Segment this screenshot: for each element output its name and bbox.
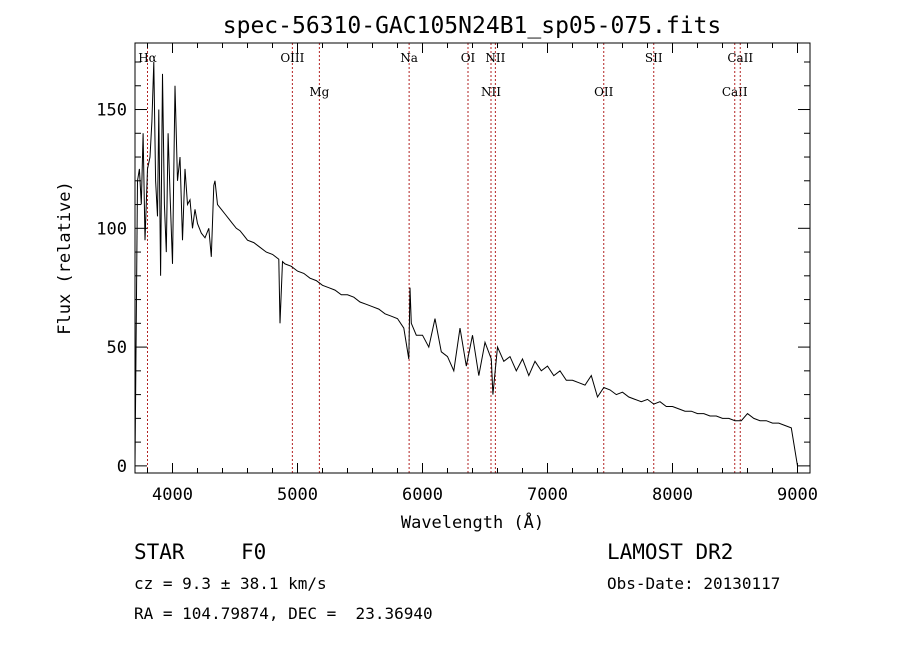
object-subclass: F0	[241, 540, 267, 564]
line-marker-label: OIII	[280, 51, 304, 65]
x-tick-label: 8000	[652, 485, 693, 505]
x-tick-label: 9000	[777, 485, 818, 505]
line-marker-label: Na	[400, 51, 418, 65]
survey-name: LAMOST DR2	[607, 540, 734, 564]
object-class: STAR	[134, 540, 185, 564]
emission-line-markers: Hα OIII Mg Na OI NII NII OII SII CaII CaII	[138, 43, 753, 473]
x-axis-label: Wavelength (Å)	[401, 511, 544, 533]
y-axis-label: Flux (relative)	[55, 181, 75, 335]
y-axis: 0 50 100 150	[96, 61, 810, 477]
line-marker-label: OI	[461, 51, 476, 65]
line-marker-label: NII	[481, 85, 501, 99]
spectrum-line	[134, 61, 798, 466]
line-marker-label: OII	[594, 85, 614, 99]
x-axis: 4000 5000 6000 7000 8000 9000	[147, 43, 818, 505]
x-tick-label: 5000	[277, 485, 318, 505]
plot-frame	[134, 42, 811, 474]
x-tick-label: 6000	[402, 485, 443, 505]
coordinates: RA = 104.79874, DEC = 23.36940	[134, 604, 433, 623]
line-marker-label: Hα	[138, 51, 157, 65]
chart-title: spec-56310-GAC105N24B1_sp05-075.fits	[223, 13, 722, 39]
y-tick-label: 50	[107, 338, 127, 358]
line-marker-label: Mg	[309, 85, 329, 99]
observation-date: Obs-Date: 20130117	[607, 574, 781, 593]
y-tick-label: 0	[117, 457, 127, 477]
x-tick-label: 7000	[527, 485, 568, 505]
spectrum-chart: spec-56310-GAC105N24B1_sp05-075.fits Hα O…	[55, 13, 818, 533]
x-tick-label: 4000	[152, 485, 193, 505]
line-marker-label: NII	[485, 51, 505, 65]
y-tick-label: 100	[96, 219, 127, 239]
redshift-value: cz = 9.3 ± 38.1 km/s	[134, 574, 327, 593]
y-tick-label: 150	[96, 101, 127, 121]
line-marker-label: CaII	[727, 51, 753, 65]
line-marker-label: CaII	[722, 85, 748, 99]
line-marker-label: SII	[645, 51, 663, 65]
